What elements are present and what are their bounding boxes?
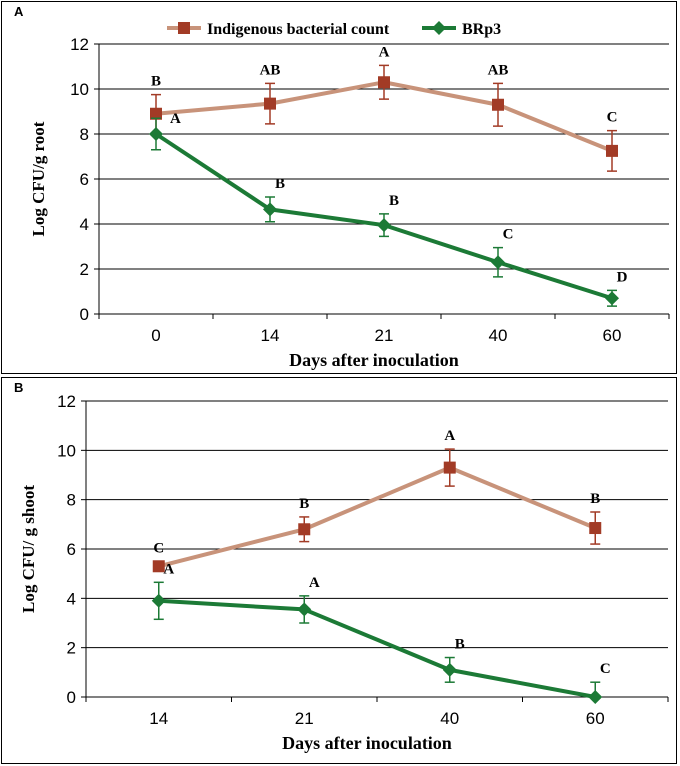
chart-a: A 0 2 4 6 8 10 12 0 14 21 40 60 Days after inoculatio… <box>14 4 670 370</box>
y-axis-label: Log CFU/ g shoot <box>19 485 38 613</box>
y-tick-label: 2 <box>80 260 89 279</box>
x-tick-label: 60 <box>603 326 622 345</box>
y-tick-label: 4 <box>67 589 76 608</box>
significance-letter: A <box>163 561 174 577</box>
y-tick-label: 10 <box>57 441 76 460</box>
legend-marker-diamond <box>432 21 446 35</box>
legend-label: BRp3 <box>462 21 501 38</box>
x-tick-label: 0 <box>151 326 160 345</box>
y-tick-label: 4 <box>80 215 89 234</box>
significance-letter: B <box>299 496 309 512</box>
indigenous-series-line <box>158 465 597 569</box>
data-point-diamond <box>588 690 603 704</box>
significance-letter: B <box>389 193 399 209</box>
significance-letter: B <box>455 637 465 653</box>
x-tick-label: 21 <box>295 709 314 728</box>
significance-letter: AB <box>260 62 281 78</box>
data-point-diamond <box>151 593 166 608</box>
significance-letter: B <box>590 491 600 507</box>
data-point-square <box>492 98 504 111</box>
data-point-diamond <box>605 291 619 306</box>
x-axis-label: Days after inoculation <box>282 733 452 753</box>
data-point-diamond <box>377 218 391 233</box>
data-point-square <box>150 107 162 120</box>
data-point-diamond <box>442 662 457 677</box>
data-point-square <box>264 97 276 110</box>
y-tick-label: 6 <box>80 170 89 189</box>
significance-letter: AB <box>488 62 509 78</box>
panel-label: B <box>14 380 23 395</box>
legend-marker-square <box>178 22 190 34</box>
significance-letter: D <box>617 269 628 285</box>
x-tick-label: 40 <box>489 326 508 345</box>
panel-label: A <box>14 4 24 19</box>
data-point-square <box>378 76 390 89</box>
x-tick-label: 60 <box>586 709 605 728</box>
brp3-series-line <box>158 598 596 699</box>
x-tick-label: 14 <box>149 709 168 728</box>
significance-letter: C <box>607 110 618 126</box>
data-point-square <box>606 144 618 157</box>
panel-a: A 0 2 4 6 8 10 12 0 14 21 40 60 Days after inoculatio… <box>1 1 677 374</box>
data-point-square <box>443 461 456 474</box>
data-point-diamond <box>297 602 312 617</box>
y-tick-label: 0 <box>67 688 76 707</box>
panel-b: B 0 2 4 6 8 10 12 14 21 40 60 Days after inoculation… <box>1 377 677 764</box>
significance-letter: C <box>503 227 514 243</box>
significance-letter: C <box>600 661 611 677</box>
significance-letter: C <box>153 540 164 556</box>
y-tick-label: 2 <box>67 639 76 658</box>
data-point-square <box>589 522 602 535</box>
y-tick-label: 0 <box>80 305 89 324</box>
significance-letter: B <box>151 74 161 90</box>
data-point-diamond <box>263 202 277 217</box>
data-point-diamond <box>491 255 505 270</box>
y-axis-label: Log CFU/g root <box>29 121 48 236</box>
data-point-diamond <box>149 127 163 141</box>
y-tick-label: 12 <box>57 392 76 411</box>
data-point-square <box>298 523 311 536</box>
significance-letter: A <box>379 44 390 60</box>
x-axis-label: Days after inoculation <box>289 350 459 370</box>
significance-letter: A <box>309 575 320 591</box>
chart-b: B 0 2 4 6 8 10 12 14 21 40 60 Days after inoculation… <box>14 380 669 753</box>
data-point-square <box>152 560 165 573</box>
x-tick-label: 40 <box>440 709 459 728</box>
x-tick-label: 21 <box>375 326 394 345</box>
y-tick-label: 8 <box>67 491 76 510</box>
significance-letter: A <box>444 428 455 444</box>
significance-letter: A <box>170 111 181 127</box>
legend-label: Indigenous bacterial count <box>207 21 390 38</box>
y-tick-label: 12 <box>70 35 89 54</box>
y-tick-label: 6 <box>67 540 76 559</box>
y-tick-label: 8 <box>80 125 89 144</box>
y-tick-label: 10 <box>70 80 89 99</box>
x-tick-label: 14 <box>261 326 280 345</box>
significance-letter: B <box>275 176 285 192</box>
